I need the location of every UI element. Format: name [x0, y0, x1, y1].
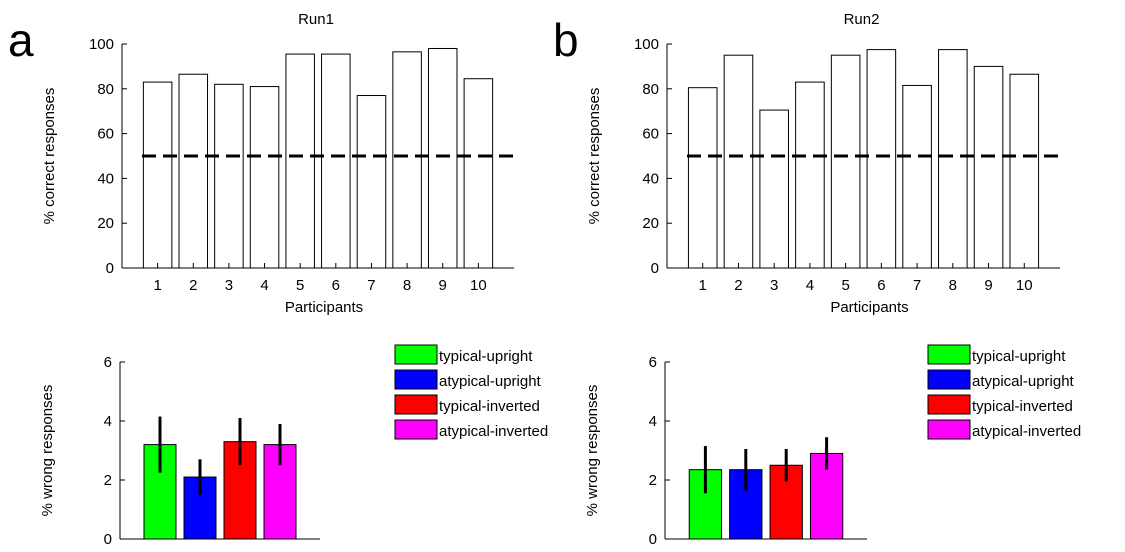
legend-label: typical-upright — [972, 348, 1066, 365]
legend-swatch — [927, 394, 971, 415]
bar — [795, 81, 825, 269]
y-tick-label: 60 — [642, 126, 659, 143]
x-tick-label: 4 — [260, 277, 268, 294]
legend-swatch — [927, 344, 971, 365]
y-axis-label: % correct responses — [41, 88, 58, 225]
x-tick-label: 2 — [734, 277, 742, 294]
bar — [214, 83, 244, 269]
y-axis-label: % wrong responses — [39, 385, 56, 517]
x-tick-label: 3 — [770, 277, 778, 294]
legend-label: typical-upright — [439, 348, 533, 365]
legend-label: atypical-upright — [972, 373, 1075, 390]
chart-run1-wrong: 0 2 4 6 % wrong responses typical-upright atyp… — [39, 344, 548, 548]
y-tick-label: 100 — [634, 36, 659, 53]
y-tick-label: 2 — [649, 472, 657, 489]
x-tick-label: 7 — [367, 277, 375, 294]
y-tick-label: 40 — [642, 170, 659, 187]
y-tick-label: 0 — [104, 531, 112, 548]
legend-label: typical-inverted — [439, 398, 540, 415]
x-axis-label: Participants — [830, 299, 908, 316]
legend-swatch — [927, 419, 971, 440]
y-tick-label: 0 — [649, 531, 657, 548]
y-tick-label: 2 — [104, 472, 112, 489]
y-tick-label: 6 — [104, 354, 112, 371]
x-tick-label: 3 — [225, 277, 233, 294]
legend-label: atypical-upright — [439, 373, 542, 390]
y-tick-label: 0 — [106, 260, 114, 277]
bar — [285, 53, 315, 269]
x-tick-label: 8 — [949, 277, 957, 294]
y-tick-label: 60 — [97, 126, 114, 143]
legend-label: atypical-inverted — [972, 423, 1081, 440]
bar — [249, 86, 280, 269]
panel-label-b: b — [553, 14, 579, 66]
bar — [902, 84, 932, 269]
x-tick-label: 5 — [296, 277, 304, 294]
y-tick-label: 4 — [649, 413, 657, 430]
legend-label: atypical-inverted — [439, 423, 548, 440]
legend-swatch — [394, 344, 438, 365]
x-tick-label: 1 — [153, 277, 161, 294]
x-tick-label: 10 — [470, 277, 487, 294]
y-tick-label: 0 — [651, 260, 659, 277]
x-axis-label: Participants — [285, 299, 363, 316]
x-tick-label: 9 — [984, 277, 992, 294]
x-tick-label: 2 — [189, 277, 197, 294]
bar — [392, 51, 422, 269]
y-axis-label: % correct responses — [586, 88, 603, 225]
bar-typical-upright — [688, 469, 723, 540]
legend-swatch — [394, 394, 438, 415]
x-tick-label: 10 — [1016, 277, 1033, 294]
legend-label: typical-inverted — [972, 398, 1073, 415]
chart-run1-correct: 0 20 40 60 80 100 % correct responses Run1 1 2 3 4 5… — [41, 11, 514, 316]
bar — [723, 54, 754, 269]
bar — [830, 54, 861, 269]
y-tick-label: 20 — [642, 215, 659, 232]
bar — [178, 73, 209, 269]
chart-title: Run1 — [298, 11, 334, 28]
bar — [759, 109, 789, 269]
y-tick-label: 20 — [97, 215, 114, 232]
bar — [321, 53, 351, 269]
chart-run2-correct: 0 20 40 60 80 100 % correct responses Run2 1 2 3 4 5… — [586, 11, 1060, 316]
y-tick-label: 4 — [104, 413, 112, 430]
y-tick-label: 6 — [649, 354, 657, 371]
x-tick-label: 6 — [877, 277, 885, 294]
chart-title: Run2 — [844, 11, 880, 28]
chart-run2-wrong: 0 2 4 6 % wrong responses typical-upright atyp… — [584, 344, 1081, 548]
y-tick-label: 40 — [97, 170, 114, 187]
bar — [973, 65, 1004, 269]
legend-swatch — [394, 419, 438, 440]
bar — [463, 78, 494, 269]
bar — [142, 81, 173, 269]
y-tick-label: 100 — [89, 36, 114, 53]
bar — [427, 47, 458, 269]
y-tick-label: 80 — [97, 81, 114, 98]
x-tick-label: 6 — [332, 277, 340, 294]
x-tick-label: 1 — [699, 277, 707, 294]
legend-swatch — [394, 369, 438, 390]
x-tick-label: 4 — [806, 277, 814, 294]
bar — [866, 49, 897, 269]
y-tick-label: 80 — [642, 81, 659, 98]
bar — [356, 95, 387, 269]
x-tick-label: 8 — [403, 277, 411, 294]
bar — [938, 49, 968, 269]
panel-label-a: a — [8, 14, 34, 66]
legend-swatch — [927, 369, 971, 390]
x-tick-label: 5 — [841, 277, 849, 294]
x-tick-label: 9 — [439, 277, 447, 294]
bar — [687, 87, 718, 269]
bar — [1009, 73, 1040, 269]
y-axis-label: % wrong responses — [584, 385, 601, 517]
x-tick-label: 7 — [913, 277, 921, 294]
